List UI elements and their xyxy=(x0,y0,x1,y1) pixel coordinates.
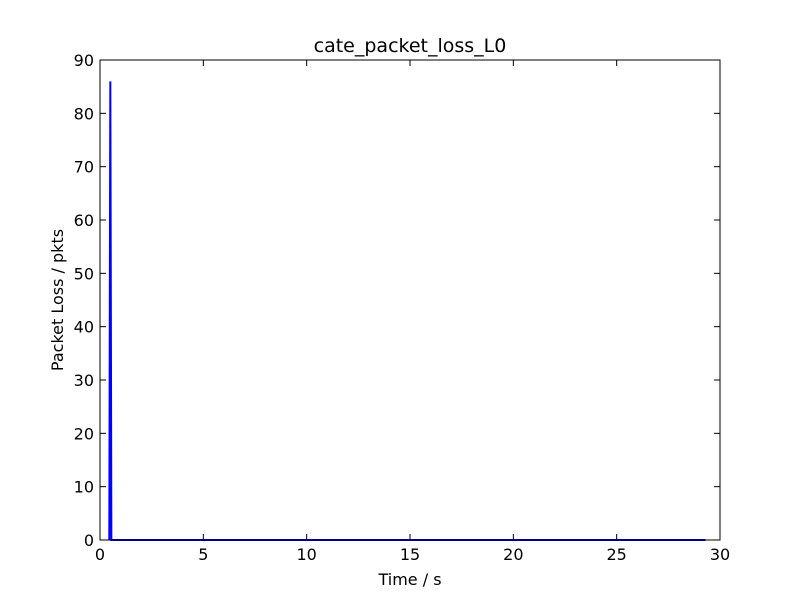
y-tick-label: 10 xyxy=(74,478,94,497)
x-axis-label: Time / s xyxy=(377,570,441,589)
y-tick-label: 80 xyxy=(74,104,94,123)
x-axis: 0 5 10 15 20 25 30 xyxy=(95,60,730,564)
series-line xyxy=(108,81,706,541)
y-tick-label: 50 xyxy=(74,264,94,283)
x-tick-label: 10 xyxy=(296,545,316,564)
y-tick-label: 60 xyxy=(74,211,94,230)
x-tick-label: 20 xyxy=(503,545,523,564)
plot-area xyxy=(108,81,706,541)
x-tick-label: 30 xyxy=(710,545,730,564)
y-axis-label: Packet Loss / pkts xyxy=(48,229,67,371)
plot-frame xyxy=(99,59,721,541)
x-tick-label: 5 xyxy=(198,545,208,564)
y-tick-label: 70 xyxy=(74,158,94,177)
y-tick-label: 0 xyxy=(84,531,94,550)
y-tick-label: 40 xyxy=(74,318,94,337)
x-tick-label: 0 xyxy=(95,545,105,564)
x-tick-label: 15 xyxy=(400,545,420,564)
y-tick-label: 90 xyxy=(74,51,94,70)
x-tick-label: 25 xyxy=(606,545,626,564)
y-axis: 0 10 20 30 40 50 60 70 80 90 xyxy=(74,51,720,550)
y-tick-label: 20 xyxy=(74,424,94,443)
chart-title: cate_packet_loss_L0 xyxy=(314,35,507,57)
y-tick-label: 30 xyxy=(74,371,94,390)
